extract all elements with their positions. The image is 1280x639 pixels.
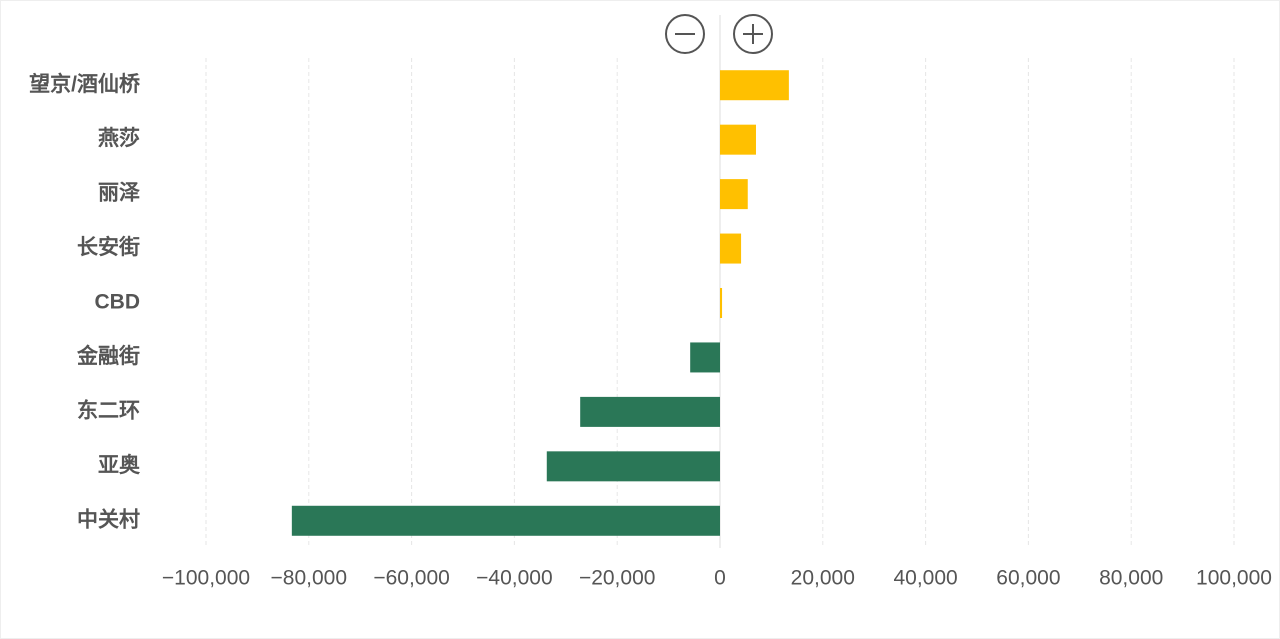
x-tick-label: 80,000 xyxy=(1099,567,1163,590)
y-tick-label: 东二环 xyxy=(77,398,140,422)
bar xyxy=(690,342,720,373)
x-tick-label: −80,000 xyxy=(271,567,348,590)
zoom-out-button[interactable] xyxy=(665,14,705,54)
bar xyxy=(720,124,756,155)
zoom-in-button[interactable] xyxy=(733,14,773,54)
bar xyxy=(720,233,742,264)
y-tick-label: 燕莎 xyxy=(98,126,140,150)
x-tick-label: 100,000 xyxy=(1196,567,1272,590)
y-tick-label: 中关村 xyxy=(77,507,140,531)
x-tick-label: −60,000 xyxy=(373,567,450,590)
y-tick-label: 亚奥 xyxy=(98,453,141,477)
y-tick-label: 望京/酒仙桥 xyxy=(29,72,141,96)
bar xyxy=(720,179,748,210)
y-tick-label: CBD xyxy=(95,291,141,314)
bar xyxy=(546,451,720,482)
x-tick-label: 60,000 xyxy=(996,567,1060,590)
x-tick-label: 40,000 xyxy=(893,567,957,590)
x-tick-label: 0 xyxy=(714,567,726,590)
bar xyxy=(720,288,723,318)
x-tick-label: −20,000 xyxy=(579,567,656,590)
bar xyxy=(291,505,720,536)
x-tick-label: −100,000 xyxy=(162,567,250,590)
y-tick-label: 长安街 xyxy=(77,235,140,259)
bar xyxy=(580,396,720,427)
x-tick-label: −40,000 xyxy=(476,567,553,590)
x-tick-label: 20,000 xyxy=(791,567,855,590)
y-tick-label: 金融街 xyxy=(76,344,140,368)
y-tick-label: 丽泽 xyxy=(98,182,140,205)
bar xyxy=(720,70,789,101)
